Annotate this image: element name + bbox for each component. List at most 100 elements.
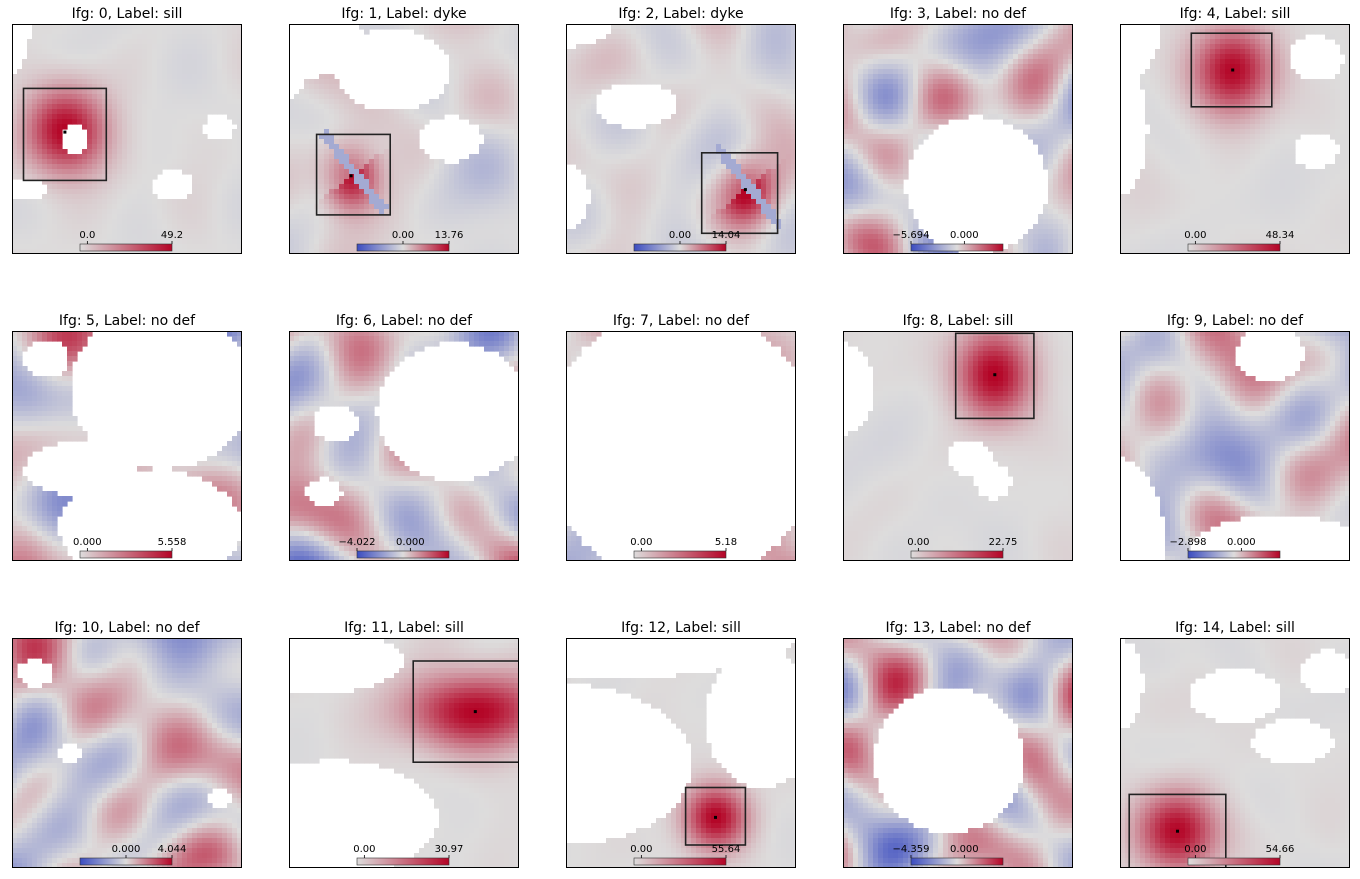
panel-frame [1120,331,1350,561]
panel-frame [843,331,1073,561]
colorbar-tick-label: 5.558 [158,537,187,548]
panel-title: Ifg: 6, Label: no def [336,313,473,329]
panel-13: Ifg: 13, Label: no def −4.359 0.000 [843,620,1073,868]
panel-title: Ifg: 9, Label: no def [1167,313,1304,329]
colorbar-tick-label: 0.000 [396,537,425,548]
panel-frame [566,638,796,868]
colorbar-tick-label: 0.00 [630,844,652,855]
colorbar-tick-label: 14.04 [712,230,741,241]
deformation-box [1190,32,1273,108]
deformation-center-marker [1231,68,1235,72]
interferogram-field [566,24,796,254]
deformation-center-marker [63,130,67,134]
panel-0: Ifg: 0, Label: sill 0.0 49.2 [12,6,242,254]
interferogram-field [1120,638,1350,868]
panel-title: Ifg: 14, Label: sill [1175,620,1295,636]
deformation-box [22,87,108,182]
deformation-center-marker [993,373,997,377]
colorbar-tick-label: −5.694 [892,230,929,241]
panel-frame [1120,24,1350,254]
colorbar [1187,550,1281,559]
panel-title: Ifg: 8, Label: sill [903,313,1014,329]
colorbar [910,550,1004,559]
colorbar-tick-label: 30.97 [435,844,464,855]
colorbar-tick-label: 0.00 [392,230,414,241]
colorbar-tick-label: 0.000 [950,844,979,855]
panel-title: Ifg: 13, Label: no def [885,620,1031,636]
colorbar-tick-label: 0.000 [112,844,141,855]
panel-5: Ifg: 5, Label: no def 0.000 5.558 [12,313,242,561]
panel-title: Ifg: 5, Label: no def [59,313,196,329]
interferogram-field [566,331,796,561]
deformation-center-marker [714,815,717,819]
colorbar [633,243,727,252]
colorbar-tick-label: 0.000 [950,230,979,241]
panel-title: Ifg: 11, Label: sill [344,620,464,636]
interferogram-field [843,331,1073,561]
colorbar-tick-label: 0.00 [630,537,652,548]
deformation-box [954,332,1035,420]
panel-title: Ifg: 0, Label: sill [72,6,183,22]
panel-12: Ifg: 12, Label: sill 0.00 55.64 [566,620,796,868]
colorbar [356,550,450,559]
panel-frame [289,331,519,561]
colorbar-tick-label: 55.64 [712,844,741,855]
colorbar [633,550,727,559]
panel-title: Ifg: 1, Label: dyke [341,6,466,22]
panel-10: Ifg: 10, Label: no def 0.000 4.044 [12,620,242,868]
colorbar [356,857,450,866]
colorbar [633,857,727,866]
panel-frame [566,331,796,561]
panel-title: Ifg: 12, Label: sill [621,620,741,636]
panel-7: Ifg: 7, Label: no def 0.00 5.18 [566,313,796,561]
colorbar-tick-label: −4.359 [892,844,929,855]
panel-title: Ifg: 2, Label: dyke [618,6,743,22]
interferogram-field [1120,24,1350,254]
panel-frame [566,24,796,254]
interferogram-field [843,638,1073,868]
colorbar [910,857,1004,866]
colorbar [79,550,173,559]
colorbar-tick-label: 48.34 [1266,230,1295,241]
colorbar-tick-label: 49.2 [161,230,183,241]
interferogram-field [1120,331,1350,561]
panel-frame [289,24,519,254]
colorbar-tick-label: 54.66 [1266,844,1295,855]
colorbar-tick-label: 22.75 [989,537,1018,548]
panel-frame [1120,638,1350,868]
interferogram-field [843,24,1073,254]
colorbar-tick-label: 4.044 [158,844,187,855]
panel-frame [843,24,1073,254]
deformation-center-marker [349,174,353,178]
colorbar-tick-label: 0.00 [353,844,375,855]
colorbar-tick-label: −2.898 [1169,537,1206,548]
panel-frame [12,24,242,254]
panel-frame [12,638,242,868]
colorbar-tick-label: 5.18 [715,537,737,548]
panel-3: Ifg: 3, Label: no def −5.694 0.000 [843,6,1073,254]
colorbar [79,857,173,866]
colorbar [79,243,173,252]
interferogram-field [566,643,796,868]
colorbar-tick-label: 0.0 [79,230,95,241]
colorbar-tick-label: 0.00 [907,537,929,548]
interferogram-field [12,24,242,254]
interferogram-field [289,638,519,868]
deformation-box [315,133,392,216]
panel-8: Ifg: 8, Label: sill 0.00 22.75 [843,313,1073,561]
panel-1: Ifg: 1, Label: dyke 0.00 13.76 [289,6,519,254]
colorbar [1187,857,1281,866]
panel-14: Ifg: 14, Label: sill 0.00 54.66 [1120,620,1350,868]
deformation-box [412,660,519,763]
colorbar-tick-label: 0.00 [1184,230,1206,241]
panel-title: Ifg: 4, Label: sill [1180,6,1291,22]
panel-title: Ifg: 7, Label: no def [613,313,750,329]
deformation-center-marker [473,710,477,714]
deformation-box [1128,793,1227,868]
interferogram-field [289,331,519,561]
interferogram-field [289,24,519,254]
colorbar-tick-label: 0.000 [1227,537,1256,548]
panel-frame [289,638,519,868]
deformation-box [684,786,747,846]
